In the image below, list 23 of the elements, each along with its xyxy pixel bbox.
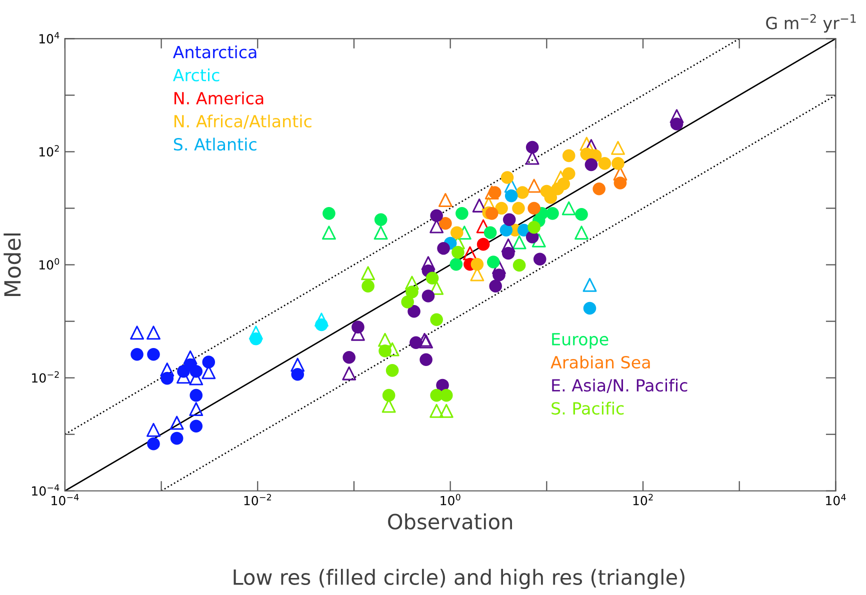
text: Arabian Sea: [550, 356, 650, 369]
y-tick-label: 10$^{0}$: [39, 258, 60, 270]
x-tick-label: 10$^{0}$: [440, 494, 460, 506]
text: E. Asia/N. Pacific: [552, 378, 688, 393]
text: Low res (filled circle) and high res (triangle): [234, 568, 684, 590]
y-tick-label: 10$^{4}$: [39, 32, 60, 44]
text: S. Atlantic: [174, 138, 256, 151]
x-tick-label: 10$^{4}$: [826, 494, 846, 506]
text: S. Pacific: [552, 402, 624, 415]
x-tick-label: 10$^{−4}$: [52, 494, 79, 506]
text: G m$^{−2}$ yr$^{−1}$: [766, 14, 856, 33]
x-axis-title: Observation: [388, 513, 512, 530]
text: N. America: [174, 92, 264, 104]
x-tick-label: 10$^{2}$: [633, 494, 653, 506]
y-axis-title: Model: [4, 234, 21, 296]
text: N. Africa/Atlantic: [174, 114, 312, 129]
y-tick-label: 10$^{−4}$: [32, 484, 60, 496]
y-tick-label: 10$^{2}$: [39, 145, 59, 157]
text: Europe: [552, 333, 608, 349]
x-tick-label: 10$^{−2}$: [244, 494, 271, 506]
y-tick-label: 10$^{−2}$: [32, 371, 59, 383]
text: Arctic: [172, 68, 220, 82]
text: Antarctica: [172, 45, 256, 58]
